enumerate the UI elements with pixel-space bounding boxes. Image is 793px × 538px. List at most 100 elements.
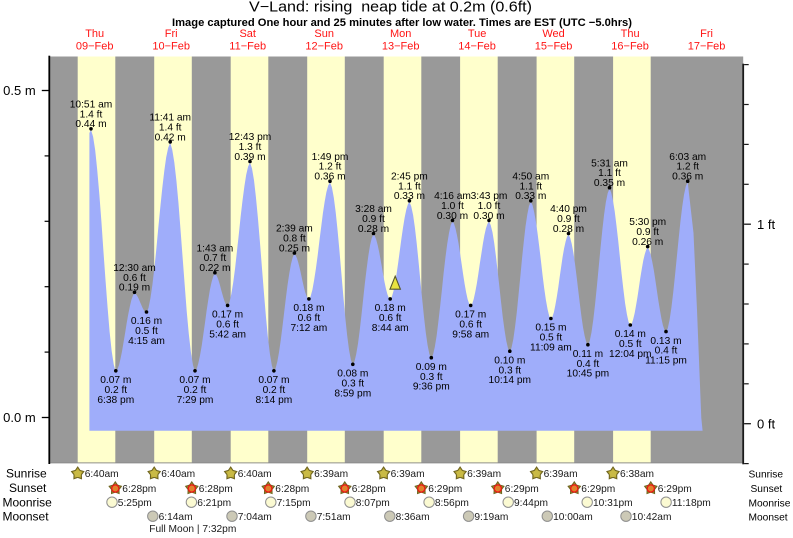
svg-text:11:41 am: 11:41 am	[149, 113, 191, 124]
svg-text:0.33 m: 0.33 m	[394, 191, 425, 202]
svg-text:5:31 am: 5:31 am	[591, 158, 628, 169]
svg-text:10:00am: 10:00am	[553, 512, 593, 523]
svg-text:0.5 ft: 0.5 ft	[619, 339, 642, 350]
svg-text:5:42 am: 5:42 am	[209, 329, 246, 340]
svg-text:3:43 pm: 3:43 pm	[471, 191, 508, 202]
svg-text:0.15 m: 0.15 m	[535, 323, 566, 334]
svg-text:0.5 ft: 0.5 ft	[135, 326, 158, 337]
svg-text:11:18pm: 11:18pm	[672, 498, 711, 509]
svg-text:0.3 ft: 0.3 ft	[341, 378, 364, 389]
svg-text:6:40am: 6:40am	[161, 469, 195, 480]
svg-text:Fri: Fri	[165, 28, 178, 40]
svg-text:13−Feb: 13−Feb	[382, 41, 420, 53]
svg-text:8:36am: 8:36am	[396, 512, 430, 523]
svg-text:6:39am: 6:39am	[314, 469, 348, 480]
svg-text:8:44 am: 8:44 am	[372, 323, 409, 334]
svg-text:09−Feb: 09−Feb	[76, 41, 114, 53]
svg-text:0.6 ft: 0.6 ft	[379, 313, 402, 324]
svg-text:0.11 m: 0.11 m	[573, 349, 603, 360]
svg-text:6:28pm: 6:28pm	[275, 484, 309, 495]
svg-text:0.6 ft: 0.6 ft	[123, 273, 146, 284]
svg-text:8:59 pm: 8:59 pm	[334, 388, 371, 399]
svg-text:6:38 pm: 6:38 pm	[97, 395, 134, 406]
svg-text:0.0 m: 0.0 m	[3, 410, 36, 425]
svg-text:2:39 am: 2:39 am	[276, 224, 313, 235]
svg-text:1.0 ft: 1.0 ft	[478, 201, 501, 212]
svg-text:7:04am: 7:04am	[238, 512, 272, 523]
svg-text:0.25 m: 0.25 m	[279, 244, 310, 255]
svg-text:8:56pm: 8:56pm	[435, 498, 469, 509]
svg-text:1:43 am: 1:43 am	[196, 243, 233, 254]
svg-text:6:14am: 6:14am	[159, 512, 193, 523]
svg-text:0.30 m: 0.30 m	[473, 211, 504, 222]
svg-text:0.6 ft: 0.6 ft	[459, 320, 482, 331]
svg-text:0.35 m: 0.35 m	[594, 178, 625, 189]
svg-text:12−Feb: 12−Feb	[305, 41, 343, 53]
svg-text:7:29 pm: 7:29 pm	[177, 395, 214, 406]
svg-text:0.18 m: 0.18 m	[375, 303, 406, 314]
svg-text:1.0 ft: 1.0 ft	[441, 201, 464, 212]
svg-text:8:07pm: 8:07pm	[356, 498, 390, 509]
svg-text:V−Land: rising neap tide at 0: V−Land: rising neap tide at 0.2m (0.6ft)	[249, 0, 532, 16]
svg-text:0.2 ft: 0.2 ft	[104, 385, 127, 396]
svg-text:3:28 am: 3:28 am	[355, 204, 392, 215]
svg-text:0.7 ft: 0.7 ft	[204, 253, 227, 264]
svg-text:0.16 m: 0.16 m	[131, 316, 162, 327]
svg-text:1.1 ft: 1.1 ft	[598, 168, 621, 179]
svg-text:6:29pm: 6:29pm	[428, 484, 462, 495]
svg-text:0.5 ft: 0.5 ft	[540, 333, 563, 344]
svg-text:Sun: Sun	[314, 28, 334, 40]
svg-text:10:14 pm: 10:14 pm	[489, 375, 531, 386]
svg-text:0.30 m: 0.30 m	[437, 211, 468, 222]
svg-text:Sunset: Sunset	[9, 481, 47, 495]
svg-text:Tue: Tue	[468, 28, 487, 40]
svg-text:6:29pm: 6:29pm	[505, 484, 539, 495]
svg-text:6:28pm: 6:28pm	[122, 484, 156, 495]
svg-text:10:42am: 10:42am	[632, 512, 672, 523]
svg-text:12:30 am: 12:30 am	[113, 263, 155, 274]
svg-text:0.07 m: 0.07 m	[100, 375, 131, 386]
svg-text:0.07 m: 0.07 m	[258, 375, 289, 386]
svg-text:6:29pm: 6:29pm	[581, 484, 615, 495]
svg-text:0.08 m: 0.08 m	[337, 369, 368, 380]
svg-text:Fri: Fri	[700, 28, 713, 40]
svg-text:4:16 am: 4:16 am	[434, 191, 471, 202]
svg-text:11:15 pm: 11:15 pm	[645, 356, 687, 367]
svg-text:Sat: Sat	[239, 28, 256, 40]
svg-text:0.13 m: 0.13 m	[650, 336, 681, 347]
svg-text:1.4 ft: 1.4 ft	[159, 122, 182, 133]
svg-text:0.17 m: 0.17 m	[212, 310, 243, 321]
svg-text:4:50 am: 4:50 am	[512, 171, 549, 182]
svg-text:9:36 pm: 9:36 pm	[413, 382, 450, 393]
svg-text:0.3 ft: 0.3 ft	[498, 365, 521, 376]
svg-text:6:39am: 6:39am	[544, 469, 578, 480]
svg-text:6:38am: 6:38am	[620, 469, 654, 480]
svg-text:Sunset: Sunset	[751, 484, 783, 495]
svg-text:17−Feb: 17−Feb	[688, 41, 726, 53]
svg-text:0.39 m: 0.39 m	[234, 152, 265, 163]
svg-text:12:43 pm: 12:43 pm	[229, 132, 271, 143]
svg-text:8:14 pm: 8:14 pm	[255, 395, 292, 406]
svg-text:9:19am: 9:19am	[474, 512, 508, 523]
svg-text:7:15pm: 7:15pm	[277, 498, 311, 509]
svg-text:10:31pm: 10:31pm	[593, 498, 633, 509]
svg-text:Sunrise: Sunrise	[6, 466, 47, 480]
svg-text:6:28pm: 6:28pm	[352, 484, 386, 495]
svg-text:0.17 m: 0.17 m	[455, 310, 486, 321]
svg-text:9:58 am: 9:58 am	[452, 329, 489, 340]
svg-text:Moonset: Moonset	[749, 512, 788, 523]
svg-text:7:12 am: 7:12 am	[290, 323, 327, 334]
svg-text:2:45 pm: 2:45 pm	[391, 171, 428, 182]
svg-text:6:40am: 6:40am	[238, 469, 272, 480]
svg-text:0.4 ft: 0.4 ft	[655, 346, 678, 357]
svg-text:12:04 pm: 12:04 pm	[609, 349, 651, 360]
svg-text:0.6 ft: 0.6 ft	[216, 320, 239, 331]
svg-text:0 ft: 0 ft	[757, 416, 775, 431]
svg-text:1.1 ft: 1.1 ft	[519, 181, 542, 192]
svg-text:6:03 am: 6:03 am	[669, 152, 706, 163]
svg-text:5:30 pm: 5:30 pm	[629, 217, 666, 228]
svg-text:0.07 m: 0.07 m	[179, 375, 210, 386]
svg-text:0.33 m: 0.33 m	[515, 191, 546, 202]
svg-text:0.8 ft: 0.8 ft	[283, 234, 306, 245]
svg-text:0.5 m: 0.5 m	[3, 83, 36, 98]
